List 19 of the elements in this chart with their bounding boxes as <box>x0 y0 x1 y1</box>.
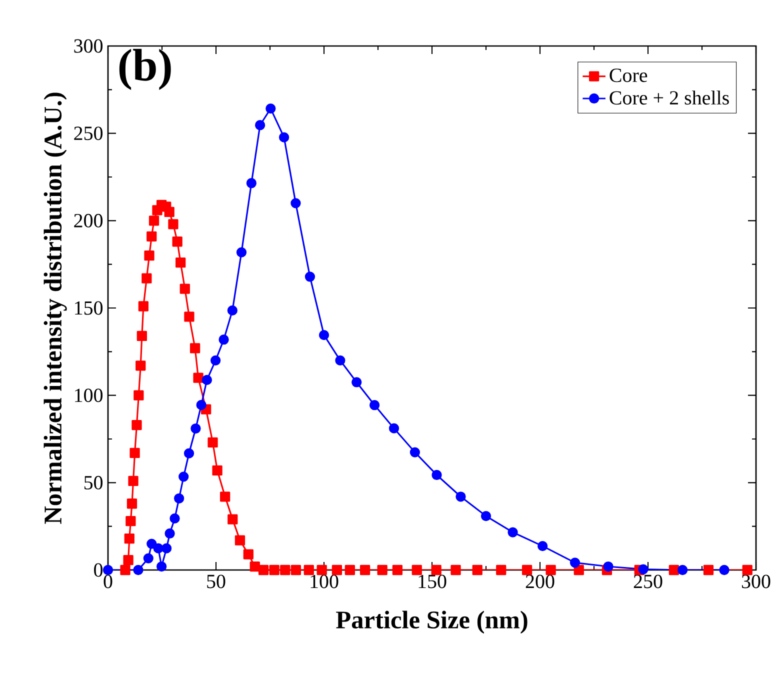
annotation: (b) <box>119 48 171 90</box>
x-tick-label: 250 <box>634 574 662 588</box>
x-axis-title: Particle Size (nm) <box>336 610 528 634</box>
y-tick-label: 300 <box>74 39 103 53</box>
legend-label: Core + 2 shells <box>610 90 729 105</box>
y-tick-label: 100 <box>75 388 103 402</box>
legend-label: Core <box>610 68 648 82</box>
x-tick-label: 100 <box>310 574 338 588</box>
y-tick-label: 150 <box>75 301 103 315</box>
x-tick-label: 150 <box>418 574 446 588</box>
y-tick-label: 250 <box>74 126 103 140</box>
x-tick-label: 0 <box>104 574 112 588</box>
x-tick-label: 300 <box>742 574 770 588</box>
x-tick-label: 50 <box>207 574 226 588</box>
y-tick-label: 200 <box>74 214 103 228</box>
y-tick-label: 0 <box>94 563 103 577</box>
y-axis-title: Normalized intensity distribution (A.U.) <box>44 92 67 524</box>
x-tick-label: 200 <box>526 574 554 588</box>
y-tick-label: 50 <box>84 476 103 490</box>
